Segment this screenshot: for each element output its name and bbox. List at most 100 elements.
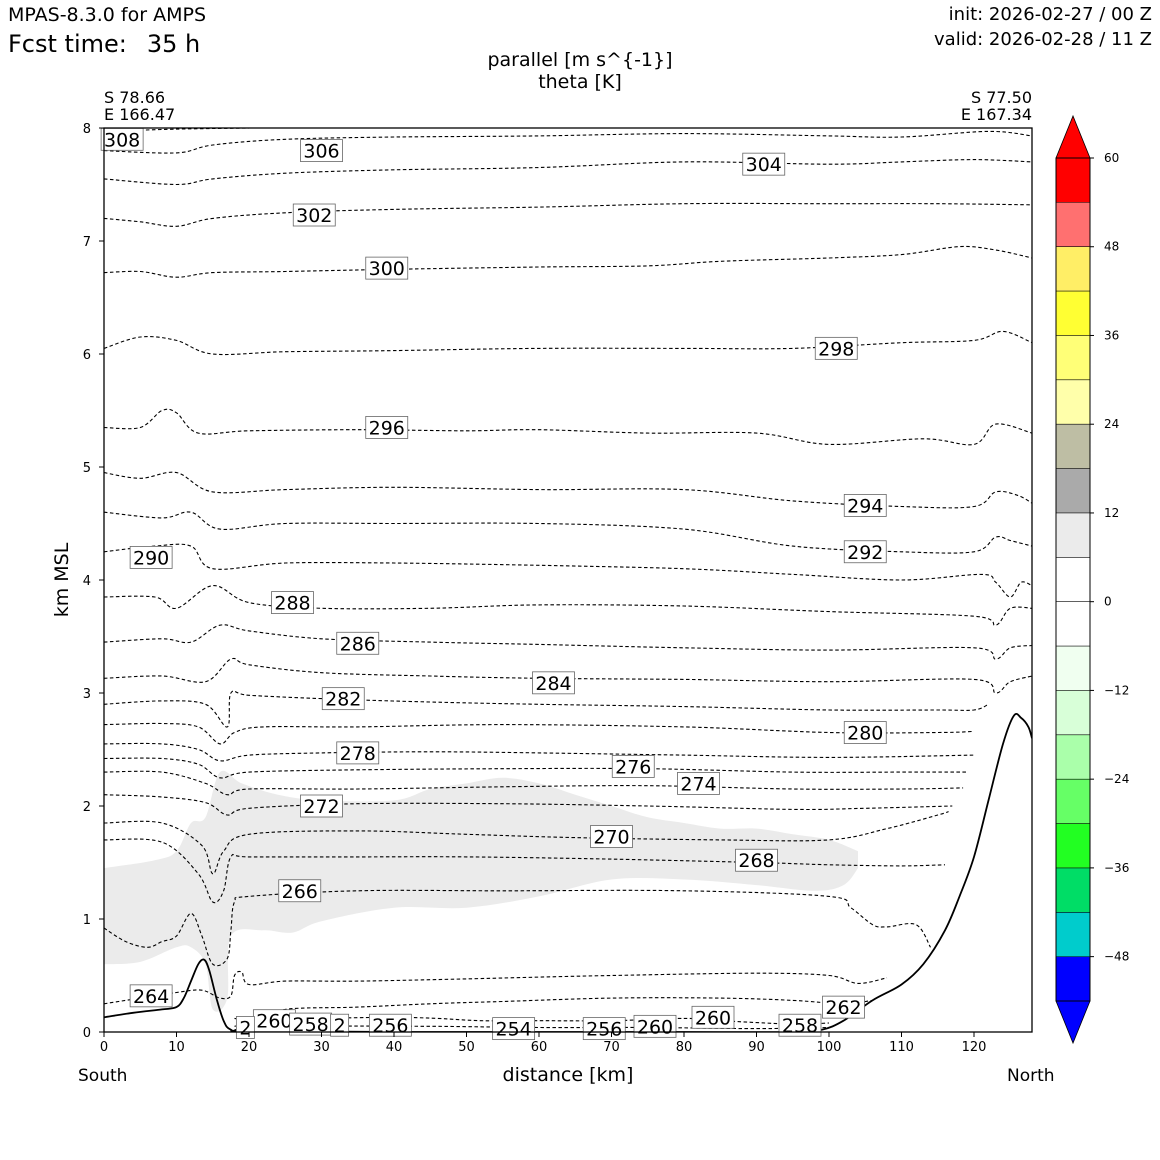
x-tick-label-0: 0: [100, 1040, 108, 1055]
contour-label-text: 272: [303, 796, 339, 818]
contour-label-box: [582, 1017, 626, 1041]
contour-label-text: 258: [292, 1014, 328, 1036]
contour-label-288: 288: [271, 591, 314, 615]
theta-contour-266: [104, 889, 931, 967]
contour-label-text: 286: [340, 633, 376, 655]
colorbar-segment-13: [1056, 379, 1090, 425]
y-tick-label-8: 8: [83, 122, 91, 137]
contour-label-box: [300, 139, 343, 163]
x-tick-label-20: 20: [241, 1040, 258, 1055]
contour-label-extra-4: 256: [368, 1013, 412, 1037]
x-axis-label: distance [km]: [502, 1064, 634, 1086]
colorbar-segment-15: [1056, 291, 1090, 336]
contour-label-layer: 308 306 304 302 300 298 296 294 292 290 288 286 284 2…: [100, 127, 887, 1041]
theta-contour-294: [104, 471, 1032, 509]
left-endpoint-lon: E 166.47: [104, 105, 176, 124]
forecast-time: Fcst time: 35 h: [8, 30, 200, 58]
contour-label-300: 300: [365, 256, 409, 280]
terrain-line: [104, 712, 1032, 1032]
contour-label-268: 268: [735, 848, 778, 872]
contour-label-box: [235, 1016, 255, 1039]
contour-label-box: [129, 546, 173, 569]
x-tick-label-50: 50: [458, 1040, 475, 1055]
colorbar-tick-label-1: −36: [1104, 861, 1129, 875]
colorbar-segment-0: [1056, 956, 1090, 1001]
colorbar-segment-12: [1056, 424, 1090, 469]
contour-label-extra-2: 2: [330, 1013, 350, 1037]
contour-label-box: [778, 1013, 822, 1037]
theta-contour-276: [104, 757, 967, 779]
contour-label-extra-7: 260: [633, 1014, 677, 1038]
y-tick-label-2: 2: [83, 800, 91, 815]
contour-label-274: 274: [677, 772, 720, 795]
y-axis-label: km MSL: [51, 542, 73, 618]
colorbar-segment-3: [1056, 823, 1090, 868]
contour-label-306: 306: [300, 139, 343, 163]
contour-label-text: 298: [818, 338, 854, 360]
contour-label-extra-3: 2: [235, 1016, 255, 1039]
init-time: init: 2026-02-27 / 00 Z: [948, 4, 1152, 25]
contour-label-extra-1: 258: [289, 1012, 333, 1036]
colorbar-tick-label-4: 0: [1104, 595, 1112, 609]
contour-label-296: 296: [365, 416, 409, 439]
theta-contour-278: [104, 742, 975, 762]
contour-label-text: 262: [825, 997, 861, 1019]
contour-label-text: 260: [637, 1016, 673, 1038]
right-endpoint-lon: E 167.34: [960, 105, 1032, 124]
contour-label-text: 260: [256, 1011, 292, 1033]
colorbar-tick-label-9: 60: [1104, 151, 1119, 165]
contour-label-284: 284: [532, 671, 575, 695]
colorbar-segment-2: [1056, 867, 1090, 913]
contour-label-text: 288: [274, 593, 310, 615]
y-tick-label-1: 1: [83, 913, 91, 928]
contour-label-box: [336, 741, 380, 765]
colorbar-segment-4: [1056, 779, 1090, 824]
axes-layer: 0 10 20 30 40 50 60 70 80 90 100 110 120 0 1 2 3 4 5 6 7 8: [83, 122, 1033, 1055]
x-tick-label-40: 40: [386, 1040, 403, 1055]
theta-contour-286: [104, 624, 1032, 660]
x-tick-label-100: 100: [817, 1040, 842, 1055]
colorbar-segment-6: [1056, 690, 1090, 735]
colorbar-segment-14: [1056, 335, 1090, 380]
contour-label-text: 256: [586, 1019, 622, 1041]
contour-label-text: 306: [303, 141, 339, 163]
contour-label-box: [336, 631, 380, 655]
contour-label-box: [611, 755, 655, 778]
contour-label-box: [677, 772, 720, 795]
contour-label-text: 276: [615, 756, 651, 778]
colorbar-segment-10: [1056, 512, 1090, 558]
contour-label-text: 290: [133, 547, 169, 569]
contour-label-304: 304: [742, 152, 786, 176]
contour-label-text: 304: [746, 154, 782, 176]
contour-label-box: [590, 825, 633, 848]
contour-label-text: 2: [239, 1017, 251, 1039]
contour-label-text: 284: [535, 673, 571, 695]
theta-contour-292: [104, 511, 1032, 554]
contour-label-286: 286: [336, 631, 380, 655]
contour-label-box: [843, 540, 887, 564]
contour-label-282: 282: [321, 687, 365, 711]
contour-label-text: 302: [296, 205, 332, 227]
theta-contour-274: [104, 770, 964, 796]
theta-contour-306: [104, 130, 1032, 154]
north-label: North: [1007, 1066, 1055, 1086]
colorbar-segment-18: [1056, 158, 1090, 203]
colorbar-tick-label-7: 36: [1104, 328, 1119, 342]
theta-contour-304: [104, 159, 1032, 186]
contour-label-text: 260: [695, 1007, 731, 1029]
contour-label-box: [735, 848, 778, 872]
contour-label-text: 300: [369, 258, 405, 280]
contour-label-box: [278, 879, 322, 903]
contour-label-box: [330, 1013, 350, 1037]
right-endpoint-coords: S 77.50 E 167.34: [961, 89, 1032, 123]
colorbar-tick-label-0: −48: [1104, 950, 1129, 964]
colorbar-segment-16: [1056, 246, 1090, 292]
y-tick-label-0: 0: [83, 1026, 91, 1041]
contour-label-extra-5: 254: [492, 1017, 536, 1041]
contour-label-box: [492, 1017, 536, 1041]
x-tick-label-80: 80: [676, 1040, 693, 1055]
chart-title-line2: theta [K]: [538, 71, 622, 93]
contour-label-308: 308: [100, 127, 144, 151]
contour-label-box: [365, 256, 409, 280]
contour-label-box: [365, 416, 409, 439]
